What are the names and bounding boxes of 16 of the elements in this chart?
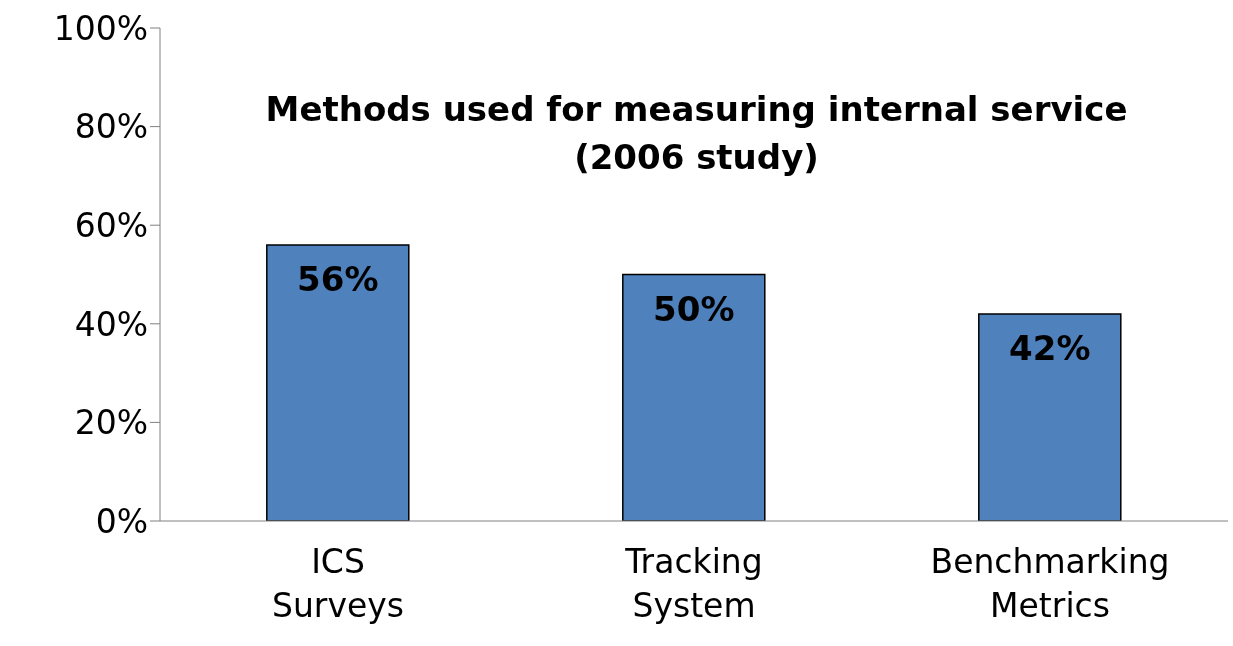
x-tick-label: ICS Surveys (272, 542, 404, 625)
data-label: 42% (1009, 328, 1091, 369)
data-label: 56% (297, 259, 379, 300)
data-label: 50% (653, 288, 735, 329)
y-tick-label: 80% (74, 107, 148, 147)
text: Methods used for measuring internal service (2006 study) (264, 88, 1129, 179)
y-tick-label: 100% (53, 8, 148, 48)
bar (266, 244, 410, 521)
bar (622, 273, 766, 521)
bar (978, 313, 1122, 521)
y-tick-label: 60% (74, 205, 148, 245)
y-tick-label: 0% (95, 501, 148, 541)
y-tick-label: 20% (74, 403, 148, 443)
y-tick-label: 40% (74, 304, 148, 344)
x-tick-label: Benchmarking Metrics (930, 542, 1170, 625)
x-tick-label: Tracking System (624, 542, 763, 625)
